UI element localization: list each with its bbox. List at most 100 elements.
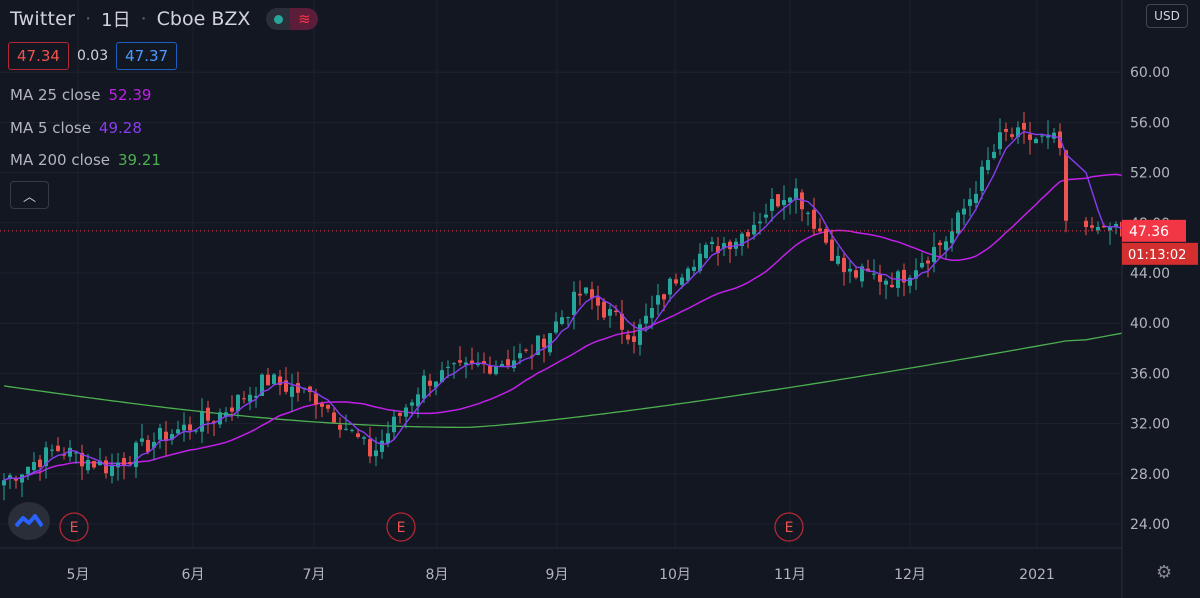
candle-body: [938, 242, 942, 246]
candle-body: [518, 353, 522, 359]
candle-body: [830, 239, 834, 261]
candle-body: [650, 307, 654, 318]
candle-body: [452, 363, 456, 365]
candle-body: [248, 394, 252, 402]
candle-body: [908, 277, 912, 286]
candle-body: [92, 461, 96, 468]
collapse-indicators-button[interactable]: ︿: [10, 181, 49, 209]
candle-body: [194, 430, 198, 432]
candle-body: [1004, 128, 1008, 132]
time-axis[interactable]: 5月 6月 7月 8月 9月 10月 11月 12月 2021: [0, 547, 1122, 583]
candle-body: [494, 366, 498, 375]
candle-body: [50, 449, 54, 451]
candle-body: [626, 334, 630, 340]
candle-body: [362, 437, 366, 439]
candle-body: [32, 462, 36, 471]
candle-body: [746, 232, 750, 237]
indicator-ma25[interactable]: MA 25 close 52.39: [10, 86, 151, 104]
candle-body: [104, 460, 108, 474]
candle-body: [848, 268, 852, 272]
candle-body: [470, 360, 474, 364]
candle-body: [86, 459, 90, 471]
earnings-marker[interactable]: [774, 512, 804, 542]
last-price-label-bg: [1122, 219, 1186, 242]
candle-body: [284, 380, 288, 392]
candle-body: [698, 253, 702, 271]
candle-body: [224, 412, 228, 417]
symbol-name[interactable]: Twitter: [10, 8, 76, 30]
time-tick-label: 12月: [894, 567, 926, 583]
candle-body: [872, 273, 876, 275]
symbol-header[interactable]: Twitter · 1日 · Cboe BZX ≋: [10, 6, 319, 32]
candle-body: [476, 364, 480, 366]
quote-row: 47.34 0.03 47.37: [8, 42, 178, 70]
candle-body: [212, 421, 216, 423]
market-status-toggle[interactable]: ≋: [266, 8, 319, 30]
candle-body: [488, 365, 492, 374]
candle-body: [584, 287, 588, 294]
candle-body: [14, 478, 18, 481]
candle-body: [80, 452, 84, 467]
candle-body: [1028, 134, 1032, 140]
earnings-marker[interactable]: [59, 512, 89, 542]
interval-label[interactable]: 1日: [101, 10, 131, 31]
candle-body: [152, 441, 156, 448]
sell-price-button[interactable]: 47.34: [8, 42, 69, 70]
candle-body: [68, 447, 72, 457]
indicator-ma5[interactable]: MA 5 close 49.28: [10, 119, 142, 137]
candle-body: [116, 462, 120, 468]
settings-gear-icon[interactable]: ⚙: [1156, 562, 1173, 583]
candle-body: [260, 374, 264, 396]
indicator-ma200[interactable]: MA 200 close 39.21: [10, 151, 161, 169]
countdown-label-bg: [1122, 242, 1198, 265]
candle-body: [134, 442, 138, 468]
candle-body: [110, 464, 114, 476]
candle-body: [416, 394, 420, 407]
candle-body: [926, 260, 930, 264]
candle-body: [950, 231, 954, 244]
candle-body: [380, 440, 384, 452]
candle-body: [680, 277, 684, 285]
candle-body: [1096, 226, 1100, 231]
price-axis[interactable]: 24.0028.0032.0036.0040.0044.0048.0052.00…: [1121, 0, 1198, 598]
candle-body: [374, 450, 378, 457]
candle-body: [608, 309, 612, 316]
candle-body: [620, 313, 624, 330]
candle-body: [368, 439, 372, 457]
candle-body: [1022, 122, 1026, 130]
candle-body: [170, 434, 174, 440]
candle-body: [176, 429, 180, 434]
candle-body: [338, 424, 342, 430]
price-tick-label: 60.00: [1130, 65, 1170, 81]
candle-body: [758, 221, 762, 224]
candle-body: [602, 301, 606, 318]
candle-body: [716, 246, 720, 253]
currency-button[interactable]: USD: [1146, 4, 1188, 28]
candle-body: [296, 383, 300, 393]
candle-body: [434, 381, 438, 388]
earnings-marker[interactable]: [386, 512, 416, 542]
candle-body: [500, 364, 504, 366]
candle-body: [554, 321, 558, 333]
time-tick-label: 8月: [426, 567, 449, 583]
candle-body: [410, 402, 414, 406]
candle-body: [530, 355, 534, 357]
time-tick-label: 2021: [1019, 567, 1055, 583]
price-tick-label: 32.00: [1130, 417, 1170, 433]
buy-price-button[interactable]: 47.37: [116, 42, 178, 70]
candle-body: [794, 188, 798, 200]
candle-body: [350, 429, 354, 431]
candle-body: [98, 460, 102, 466]
candle-body: [710, 241, 714, 245]
candle-body: [314, 393, 318, 405]
wave-icon: ≋: [290, 8, 319, 30]
exchange-label: Cboe BZX: [156, 8, 251, 30]
candle-body: [818, 228, 822, 232]
time-tick-label: 6月: [182, 567, 205, 583]
candle-body: [512, 360, 516, 369]
candle-body: [506, 359, 510, 366]
tradingview-logo[interactable]: [8, 502, 50, 540]
candle-body: [26, 466, 30, 475]
